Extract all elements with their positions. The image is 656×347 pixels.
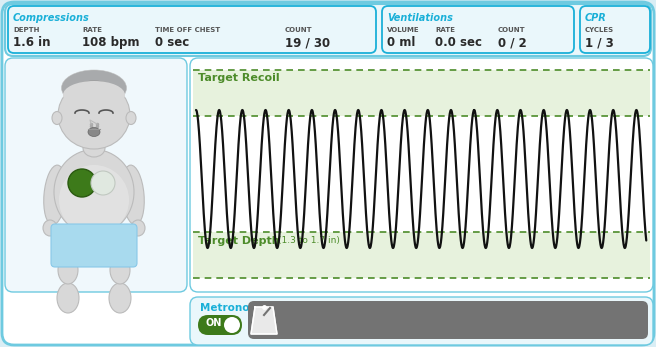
FancyBboxPatch shape	[190, 297, 653, 345]
Text: COUNT: COUNT	[498, 27, 525, 33]
Bar	[193, 232, 650, 278]
Ellipse shape	[58, 81, 130, 149]
Ellipse shape	[44, 165, 66, 225]
Ellipse shape	[43, 220, 57, 236]
Text: 0 / 2: 0 / 2	[498, 36, 527, 49]
Polygon shape	[251, 307, 277, 334]
Ellipse shape	[63, 81, 125, 109]
Text: 19 / 30: 19 / 30	[285, 36, 330, 49]
FancyBboxPatch shape	[382, 6, 574, 53]
Text: 1.6 in: 1.6 in	[13, 36, 51, 49]
Text: Target Depth: Target Depth	[198, 236, 279, 246]
Text: Metronome: Metronome	[200, 303, 268, 313]
FancyBboxPatch shape	[51, 224, 137, 267]
FancyBboxPatch shape	[580, 6, 650, 53]
FancyBboxPatch shape	[5, 4, 651, 56]
Text: Compressions: Compressions	[13, 13, 90, 23]
Text: 0.0 sec: 0.0 sec	[435, 36, 482, 49]
Circle shape	[68, 169, 96, 197]
Bar	[193, 70, 650, 116]
Text: CYCLES: CYCLES	[585, 27, 614, 33]
Ellipse shape	[126, 111, 136, 125]
Text: 1 / 3: 1 / 3	[585, 36, 614, 49]
Ellipse shape	[58, 256, 78, 284]
FancyBboxPatch shape	[5, 58, 187, 292]
Text: VOLUME: VOLUME	[387, 27, 420, 33]
Text: ON: ON	[205, 318, 221, 328]
Text: TIME OFF CHEST: TIME OFF CHEST	[155, 27, 220, 33]
FancyBboxPatch shape	[8, 6, 376, 53]
Ellipse shape	[131, 220, 145, 236]
FancyBboxPatch shape	[190, 58, 653, 292]
Text: DEPTH: DEPTH	[13, 27, 39, 33]
Ellipse shape	[57, 283, 79, 313]
Text: COUNT: COUNT	[285, 27, 313, 33]
Polygon shape	[55, 230, 133, 260]
Ellipse shape	[110, 256, 130, 284]
Ellipse shape	[54, 150, 134, 235]
Circle shape	[91, 171, 115, 195]
Ellipse shape	[122, 165, 144, 225]
Ellipse shape	[62, 70, 127, 106]
Text: CPR: CPR	[585, 13, 607, 23]
Text: RATE: RATE	[82, 27, 102, 33]
Text: 0 ml: 0 ml	[387, 36, 415, 49]
Text: 0 sec: 0 sec	[155, 36, 189, 49]
Ellipse shape	[88, 127, 100, 136]
FancyBboxPatch shape	[198, 315, 242, 335]
Ellipse shape	[52, 111, 62, 125]
Ellipse shape	[83, 139, 105, 157]
Circle shape	[224, 317, 240, 333]
Circle shape	[59, 165, 129, 235]
FancyBboxPatch shape	[248, 301, 648, 339]
Text: Ventilations: Ventilations	[387, 13, 453, 23]
Text: Target Recoil: Target Recoil	[198, 73, 279, 83]
Text: (1.3 to 1.7 in): (1.3 to 1.7 in)	[278, 236, 340, 245]
Text: RATE: RATE	[435, 27, 455, 33]
Ellipse shape	[109, 283, 131, 313]
Text: 108 bpm: 108 bpm	[82, 36, 140, 49]
